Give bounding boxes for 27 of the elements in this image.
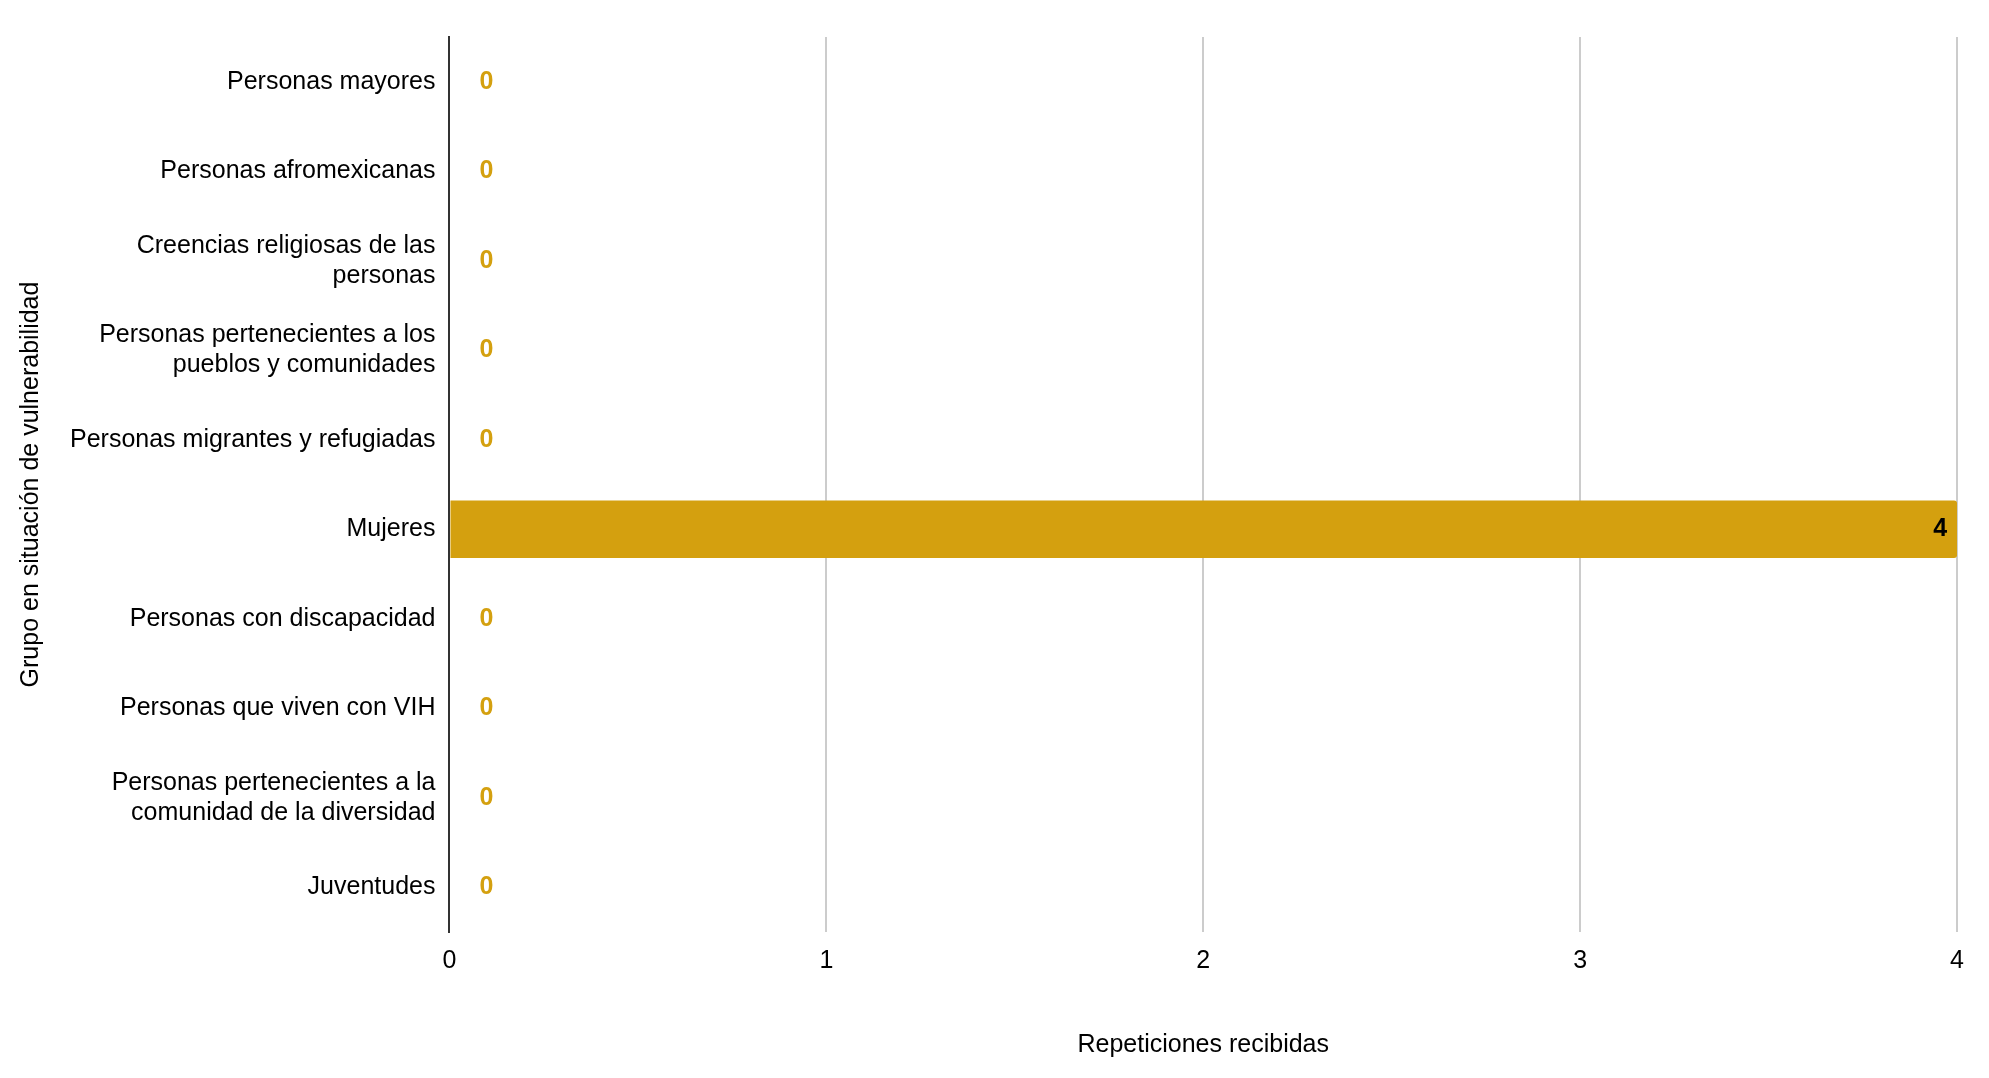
data-label: 0 (479, 602, 494, 631)
x-tick-label: 1 (819, 944, 834, 973)
y-tick-label: Personas con discapacidad (129, 602, 436, 631)
data-label: 0 (479, 692, 494, 721)
x-tick-label: 2 (1196, 944, 1211, 973)
y-tick-label: Personas mayores (227, 65, 436, 94)
data-label: 0 (479, 334, 494, 363)
y-tick-label: Creencias religiosas de las personas (136, 229, 436, 288)
y-tick-label: Personas que viven con VIH (120, 692, 436, 721)
data-label: 4 (1933, 513, 1948, 542)
x-axis-title: Repeticiones recibidas (1077, 1028, 1330, 1057)
data-label: 0 (479, 155, 494, 184)
x-tick-label: 3 (1573, 944, 1588, 973)
y-tick-label: Personas pertenecientes a la comunidad de la diversidad (111, 766, 436, 825)
data-label: 0 (479, 781, 494, 810)
data-label: 0 (479, 423, 494, 452)
y-axis-title: Grupo en situación de vulnerabilidad (14, 281, 43, 688)
data-label: 0 (479, 244, 494, 273)
y-tick-label: Mujeres (346, 513, 436, 542)
y-tick-label: Personas pertenecientes a los pueblos y comunidades (99, 319, 436, 378)
y-tick-label: Personas migrantes y refugiadas (70, 423, 436, 452)
data-label: 0 (479, 65, 494, 94)
x-tick-label: 4 (1950, 944, 1965, 973)
data-label: 0 (479, 871, 494, 900)
y-tick-label: Personas afromexicanas (160, 155, 436, 184)
x-tick-label: 0 (442, 944, 457, 973)
y-tick-label: Juventudes (307, 871, 436, 900)
